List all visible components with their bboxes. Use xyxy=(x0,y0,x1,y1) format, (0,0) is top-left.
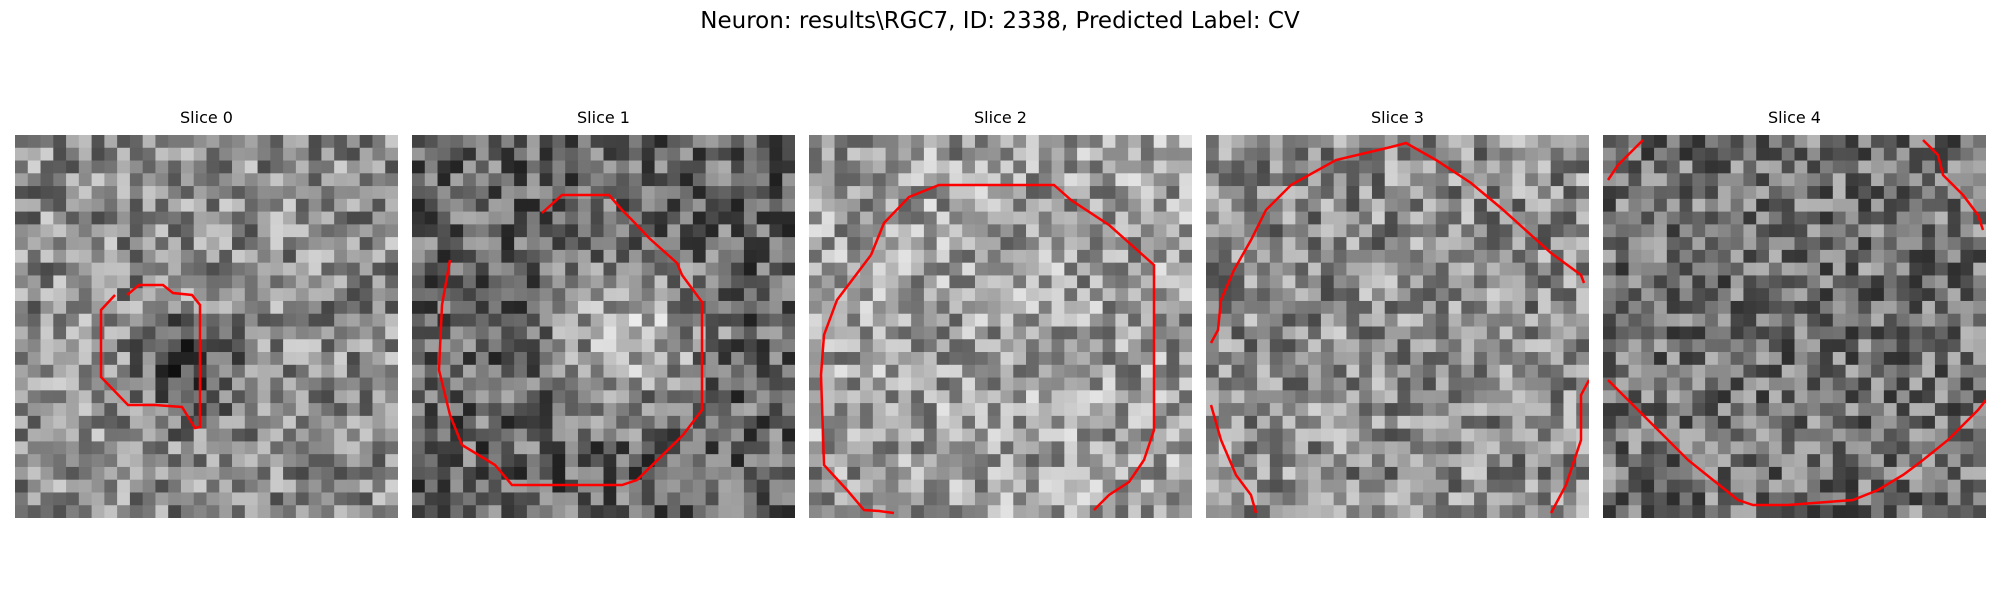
slice-panel-4: Slice 4 xyxy=(1603,107,1986,518)
slice-title-2: Slice 2 xyxy=(974,108,1027,127)
slice-4-contour xyxy=(1607,379,1986,507)
slice-image-4 xyxy=(1603,135,1986,518)
slice-2-pixels xyxy=(809,135,1192,518)
slice-0-contour xyxy=(99,283,202,430)
slice-4-contour-3 xyxy=(1922,139,1985,231)
slice-panel-2: Slice 2 xyxy=(809,107,1192,518)
slice-title-4: Slice 4 xyxy=(1768,108,1821,127)
slice-3-pixels xyxy=(1206,135,1589,518)
slice-3-contour-3 xyxy=(1549,379,1589,514)
slice-3-contour-2 xyxy=(1209,404,1258,514)
slice-image-3 xyxy=(1206,135,1589,518)
slice-2-contour xyxy=(869,183,1156,511)
slice-title-3: Slice 3 xyxy=(1371,108,1424,127)
slice-1-pixels xyxy=(412,135,795,518)
slice-2-contour-2 xyxy=(819,254,895,515)
slice-title-0: Slice 0 xyxy=(180,108,233,127)
slice-title-1: Slice 1 xyxy=(577,108,630,127)
slice-image-0 xyxy=(15,135,398,518)
slice-panel-0: Slice 0 xyxy=(15,107,398,518)
slice-4-pixels xyxy=(1603,135,1986,518)
slice-panel-1: Slice 1 xyxy=(412,107,795,518)
slice-image-1 xyxy=(412,135,795,518)
slice-4-contour-2 xyxy=(1606,139,1644,181)
slice-image-2 xyxy=(809,135,1192,518)
slice-1-contour xyxy=(437,193,704,487)
slice-panel-3: Slice 3 xyxy=(1206,107,1589,518)
slice-3-contour xyxy=(1209,141,1586,344)
slice-0-pixels xyxy=(15,135,398,518)
figure-title: Neuron: results\RGC7, ID: 2338, Predicte… xyxy=(700,8,1300,34)
